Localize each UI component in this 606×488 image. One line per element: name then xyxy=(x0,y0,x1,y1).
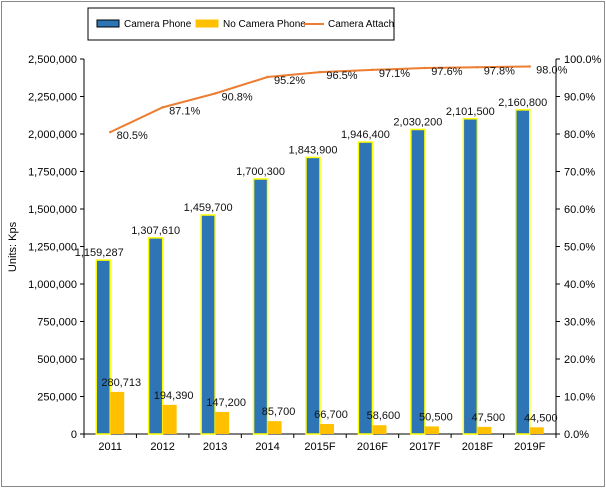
bar-camera-phone xyxy=(95,259,111,435)
data-label-no-camera-phone: 280,713 xyxy=(101,377,141,389)
point-camera-attach xyxy=(161,106,164,109)
y-tick-label: 750,000 xyxy=(37,317,77,329)
bar-no-camera-phone xyxy=(215,411,230,434)
bar-camera-phone xyxy=(357,141,374,435)
x-tick-label: 2018F xyxy=(462,441,493,453)
data-label-no-camera-phone: 194,390 xyxy=(154,390,194,402)
point-camera-attach xyxy=(476,66,479,69)
y2-tick-label: 90.0% xyxy=(564,92,595,104)
y2-tick-label: 40.0% xyxy=(564,279,595,291)
y-tick-label: 500,000 xyxy=(37,354,77,366)
data-label-camera-phone: 1,946,400 xyxy=(341,129,390,141)
data-label-camera-attach: 97.1% xyxy=(379,68,410,80)
bar-no-camera-phone xyxy=(424,426,439,434)
y-tick-label: 0 xyxy=(71,429,77,441)
y2-tick-label: 100.0% xyxy=(564,54,602,66)
data-label-camera-phone: 1,159,287 xyxy=(75,247,124,259)
legend-label-no-camera-phone: No Camera Phone xyxy=(223,19,306,30)
bar-no-camera-phone xyxy=(267,421,282,434)
bar-camera-phone xyxy=(305,156,321,435)
y-axis-title: Units: Kps xyxy=(7,221,19,272)
x-tick-label: 2013 xyxy=(203,441,227,453)
data-label-camera-phone: 2,101,500 xyxy=(446,106,495,118)
bar-no-camera-phone xyxy=(529,427,544,434)
y-tick-label: 1,000,000 xyxy=(28,279,77,291)
x-tick-label: 2019F xyxy=(514,441,545,453)
x-tick-label: 2014 xyxy=(255,441,279,453)
data-label-camera-attach: 96.5% xyxy=(326,70,357,82)
legend-swatch-camera-phone xyxy=(96,19,120,28)
y-tick-label: 250,000 xyxy=(37,392,77,404)
bar-camera-phone xyxy=(515,109,531,435)
point-camera-attach xyxy=(423,66,427,70)
data-label-camera-attach: 98.0% xyxy=(536,65,567,77)
bar-no-camera-phone xyxy=(477,426,492,434)
data-label-no-camera-phone: 44,500 xyxy=(524,412,558,424)
bar-no-camera-phone xyxy=(162,404,177,434)
data-label-camera-attach: 97.6% xyxy=(431,66,462,78)
bar-no-camera-phone xyxy=(110,391,125,434)
bar-camera-phone xyxy=(462,118,479,435)
data-label-camera-attach: 80.5% xyxy=(117,130,148,142)
data-label-camera-phone: 1,700,300 xyxy=(236,166,285,178)
y-tick-label: 2,500,000 xyxy=(28,54,77,66)
data-label-camera-attach: 97.8% xyxy=(484,65,515,77)
y-tick-label: 1,500,000 xyxy=(28,204,77,216)
data-label-camera-phone: 1,459,700 xyxy=(184,202,233,214)
data-label-no-camera-phone: 147,200 xyxy=(206,397,246,409)
y-tick-label: 1,750,000 xyxy=(28,167,77,179)
legend: Camera Phone No Camera Phone Camera Atta… xyxy=(87,7,395,41)
y2-tick-label: 80.0% xyxy=(564,129,595,141)
data-label-camera-phone: 2,030,200 xyxy=(393,116,442,128)
legend-box xyxy=(87,7,395,41)
data-label-camera-phone: 1,843,900 xyxy=(289,144,338,156)
y2-tick-label: 70.0% xyxy=(564,167,595,179)
y-tick-label: 2,000,000 xyxy=(28,129,77,141)
x-tick-label: 2011 xyxy=(98,441,122,453)
y2-tick-label: 50.0% xyxy=(564,242,595,254)
y2-tick-label: 30.0% xyxy=(564,317,595,329)
data-label-camera-phone: 1,307,610 xyxy=(131,225,180,237)
line-series xyxy=(109,65,531,134)
y2-tick-label: 60.0% xyxy=(564,204,595,216)
point-camera-attach xyxy=(528,65,531,68)
x-tick-label: 2016F xyxy=(357,441,388,453)
y-tick-label: 2,250,000 xyxy=(28,92,77,104)
bars xyxy=(95,109,544,435)
data-label-no-camera-phone: 50,500 xyxy=(419,411,453,423)
y2-tick-label: 20.0% xyxy=(564,354,595,366)
bar-no-camera-phone xyxy=(320,423,334,434)
y2-tick-label: 0.0% xyxy=(564,429,589,441)
bar-no-camera-phone xyxy=(372,425,387,434)
point-camera-attach xyxy=(109,130,112,134)
y-tick-label: 1,250,000 xyxy=(28,242,77,254)
x-tick-label: 2012 xyxy=(150,441,174,453)
point-camera-attach xyxy=(266,75,269,79)
x-tick-label: 2015F xyxy=(304,441,335,453)
data-label-no-camera-phone: 85,700 xyxy=(262,406,296,418)
data-label-no-camera-phone: 66,700 xyxy=(314,409,348,421)
data-label-camera-phone: 2,160,800 xyxy=(498,97,547,109)
point-camera-attach xyxy=(318,70,322,74)
data-label-camera-attach: 95.2% xyxy=(274,75,305,87)
point-camera-attach xyxy=(213,92,217,95)
data-label-camera-attach: 90.8% xyxy=(222,92,253,104)
data-label-camera-attach: 87.1% xyxy=(169,105,200,117)
x-tick-label: 2017F xyxy=(409,441,440,453)
legend-label-camera-attach: Camera Attach xyxy=(328,19,394,30)
y2-tick-label: 10.0% xyxy=(564,392,595,404)
point-camera-attach xyxy=(371,68,374,72)
bar-camera-phone xyxy=(200,214,216,435)
data-label-no-camera-phone: 47,500 xyxy=(472,412,506,424)
data-label-no-camera-phone: 58,600 xyxy=(367,410,401,422)
bar-camera-phone xyxy=(147,237,164,435)
bar-camera-phone xyxy=(252,178,269,435)
legend-label-camera-phone: Camera Phone xyxy=(124,19,192,30)
data-labels: 1,159,287 280,713 1,307,610 194,390 1,459,70… xyxy=(75,65,568,425)
legend-swatch-no-camera-phone xyxy=(195,19,219,28)
bar-camera-phone xyxy=(410,128,426,435)
